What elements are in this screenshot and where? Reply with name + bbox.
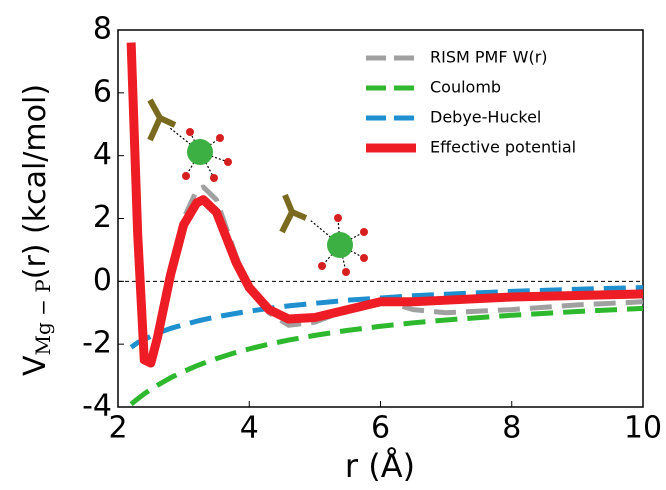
- x-axis-label: r (Å): [345, 447, 415, 485]
- x-tick-label: 2: [108, 411, 127, 446]
- y-label-rest: (r) (kcal/mol): [18, 84, 53, 279]
- y-label-main: V: [18, 355, 53, 376]
- y-tick-label: 0: [93, 263, 112, 298]
- y-axis-label: VMg − P(r) (kcal/mol): [18, 84, 55, 376]
- x-tick-label: 6: [371, 411, 390, 446]
- y-tick-label: -4: [82, 389, 112, 424]
- legend-label: Debye-Huckel: [430, 108, 541, 127]
- series-line: [129, 285, 643, 350]
- legend-label: Coulomb: [430, 78, 501, 97]
- y-tick-label: 2: [93, 200, 112, 235]
- x-tick-label: 8: [502, 411, 521, 446]
- y-label-sub: Mg − P: [31, 279, 55, 355]
- legend-label: RISM PMF W(r): [430, 48, 548, 67]
- plot-lines: [126, 42, 643, 407]
- legend-label: Effective potential: [430, 138, 576, 157]
- y-tick-label: 6: [93, 74, 112, 109]
- y-tick-label: 8: [93, 12, 112, 47]
- x-tick-label: 10: [624, 411, 662, 446]
- molecule-illustrations: [147, 98, 368, 276]
- series-line: [129, 305, 643, 407]
- series-line: [126, 42, 643, 368]
- y-tick-label: -2: [82, 326, 112, 361]
- x-tick-label: 4: [240, 411, 259, 446]
- y-tick-label: 4: [93, 137, 112, 172]
